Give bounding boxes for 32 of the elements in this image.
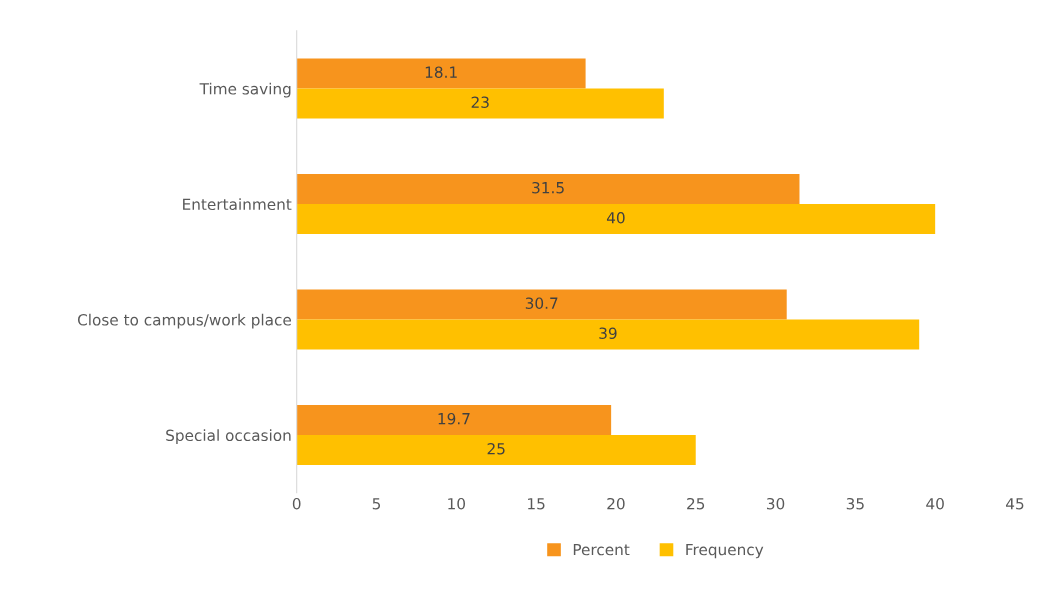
data-label: 18.1 [425, 66, 457, 78]
x-tick-label: 35 [846, 497, 864, 510]
x-tick-label: 25 [687, 497, 705, 510]
data-label: 25 [487, 442, 505, 455]
data-label: 31.5 [532, 181, 564, 194]
legend-label: Frequency [686, 543, 764, 559]
bar [296, 405, 612, 436]
x-tick-label: 5 [372, 498, 381, 510]
bar [296, 319, 920, 350]
bar [296, 435, 696, 466]
bar [296, 174, 800, 205]
x-tick-label: 30 [766, 497, 785, 510]
y-tick-label: Entertainment [183, 198, 292, 211]
bar [296, 204, 936, 235]
x-tick-label: 45 [1006, 498, 1024, 510]
x-tick-label: 40 [926, 497, 944, 510]
x-tick-label: 10 [448, 497, 466, 510]
data-label: 19.7 [438, 412, 470, 425]
bar [296, 88, 664, 119]
x-tick-label: 20 [607, 497, 625, 510]
x-tick-label: 15 [528, 498, 545, 510]
y-tick-label: Special occasion [166, 429, 291, 445]
bar [296, 58, 586, 89]
legend-label: Percent [573, 543, 630, 556]
data-label: 40 [606, 211, 625, 224]
y-tick-label: Close to campus/work place [77, 313, 292, 329]
bar [296, 289, 787, 320]
data-label: 39 [599, 327, 617, 339]
x-tick-label: 0 [292, 497, 301, 510]
data-label: 23 [471, 96, 489, 108]
y-tick-label: Time saving [199, 82, 291, 98]
data-label: 30.7 [525, 297, 558, 309]
